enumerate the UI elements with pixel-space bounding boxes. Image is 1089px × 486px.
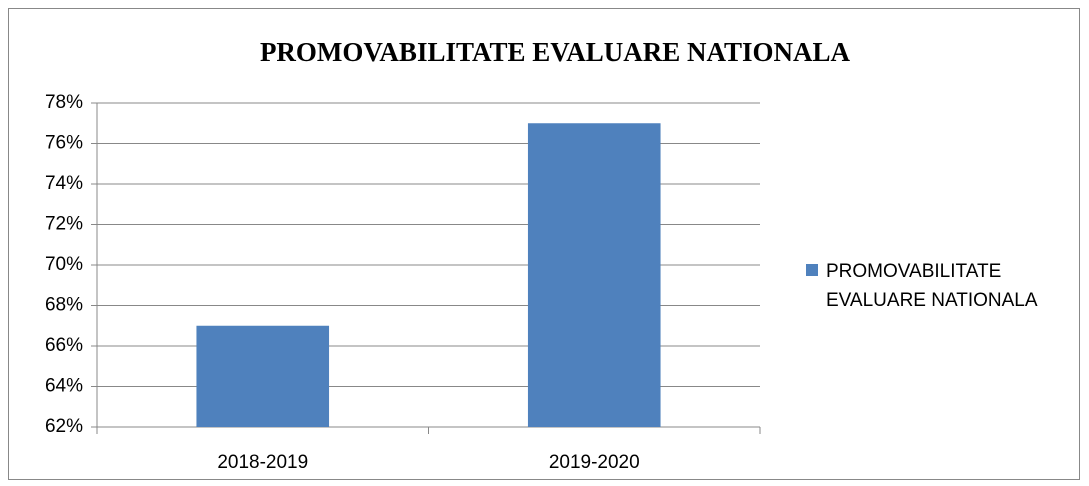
y-tick-label: 70% (45, 254, 83, 275)
bar (527, 123, 661, 427)
chart-title: PROMOVABILITATE EVALUARE NATIONALA (260, 37, 851, 67)
bar (196, 325, 330, 427)
legend-label: PROMOVABILITATE EVALUARE NATIONALA (826, 261, 1038, 311)
y-tick-label: 68% (45, 295, 83, 316)
y-tick-label: 72% (45, 214, 83, 235)
x-tick-label: 2019-2020 (549, 452, 640, 473)
y-tick-label: 78% (45, 92, 83, 113)
y-tick-label: 66% (45, 335, 83, 356)
legend-swatch (806, 264, 818, 276)
x-tick-label: 2018-2019 (217, 452, 308, 473)
y-tick-label: 74% (45, 173, 83, 194)
y-tick-label: 76% (45, 133, 83, 154)
y-tick-label: 62% (45, 416, 83, 437)
y-tick-label: 64% (45, 376, 83, 397)
